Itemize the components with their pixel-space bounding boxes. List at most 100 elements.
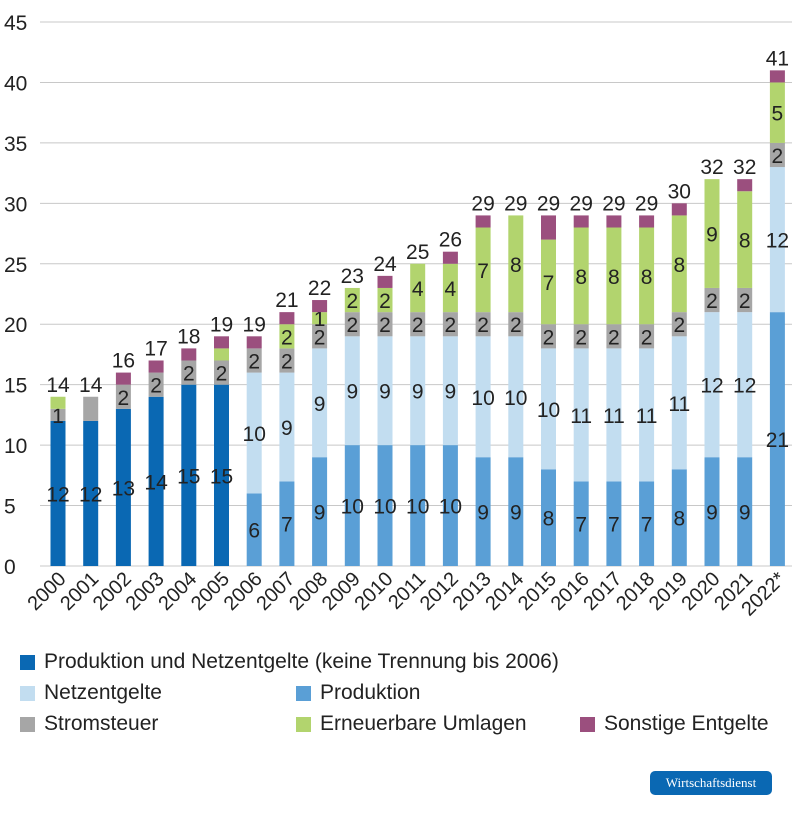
- bar-segment: [704, 312, 720, 458]
- segment-value-label: 12: [79, 483, 102, 506]
- segment-value-label: 2: [673, 314, 685, 337]
- segment-value-label: 9: [739, 502, 751, 525]
- bar-total-label: 26: [439, 229, 462, 252]
- bar-segment: [508, 215, 524, 313]
- bar-segment: [214, 360, 229, 385]
- y-tick-label: 10: [4, 435, 27, 458]
- segment-value-label: 2: [346, 290, 358, 313]
- bar-segment: [541, 215, 556, 240]
- bar-segment: [115, 384, 131, 409]
- bar-segment: [541, 324, 556, 349]
- bar-segment: [410, 312, 426, 337]
- segment-value-label: 10: [373, 496, 396, 519]
- bar-segment: [148, 396, 164, 566]
- segment-value-label: 8: [575, 266, 587, 289]
- bar-segment: [442, 445, 458, 566]
- bar-segment: [573, 481, 589, 566]
- bar-segment: [442, 251, 458, 264]
- bar-segment: [50, 396, 66, 409]
- segment-value-label: 8: [510, 254, 522, 277]
- segment-value-label: 7: [575, 514, 587, 537]
- bar-segment: [442, 263, 458, 313]
- bar-total-label: 14: [79, 374, 103, 397]
- segment-value-label: 10: [471, 387, 494, 410]
- segment-value-label: 12: [766, 230, 789, 253]
- bar-segment: [475, 336, 491, 458]
- bar-segment: [671, 312, 687, 337]
- bar-segment: [246, 493, 262, 566]
- bar-segment: [115, 372, 131, 385]
- bar-segment: [115, 408, 131, 566]
- segment-value-label: 14: [144, 471, 168, 494]
- segment-value-label: 2: [706, 290, 718, 313]
- bar-segment: [639, 215, 655, 228]
- y-tick-label: 40: [4, 72, 27, 95]
- segment-value-label: 2: [510, 314, 522, 337]
- bar-total-label: 25: [406, 241, 429, 264]
- bar-segment: [312, 457, 328, 566]
- bar-segment: [344, 312, 360, 337]
- segment-value-label: 8: [641, 266, 653, 289]
- bar-segment: [541, 239, 556, 325]
- segment-value-label: 2: [641, 326, 653, 349]
- segment-value-label: 2: [183, 363, 195, 386]
- segment-value-label: 1: [314, 308, 326, 331]
- bar-segment: [508, 336, 524, 458]
- segment-value-label: 2: [543, 326, 555, 349]
- bar-total-label: 29: [602, 192, 625, 215]
- segment-value-label: 10: [439, 496, 462, 519]
- segment-value-label: 7: [477, 260, 489, 283]
- legend: Produktion und Netzentgelte (keine Trenn…: [20, 650, 800, 740]
- segment-value-label: 2: [412, 314, 424, 337]
- bar-segment: [769, 82, 785, 143]
- legend-item-produktion: Produktion: [296, 681, 420, 705]
- segment-value-label: 9: [281, 417, 293, 440]
- segment-value-label: 9: [477, 502, 489, 525]
- legend-label: Produktion und Netzentgelte (keine Trenn…: [44, 650, 559, 673]
- bar-segment: [148, 372, 164, 397]
- bar-total-label: 30: [668, 180, 691, 203]
- bar-segment: [181, 384, 197, 566]
- y-tick-label: 0: [4, 556, 16, 579]
- bar-total-label: 24: [373, 253, 397, 276]
- bar-segment: [312, 312, 328, 325]
- bar-segment: [214, 336, 229, 349]
- bar-total-label: 23: [341, 265, 364, 288]
- bar-segment: [508, 312, 524, 337]
- bar-segment: [737, 179, 753, 192]
- bar-segment: [606, 324, 622, 349]
- segment-value-label: 13: [112, 477, 135, 500]
- bar-segment: [541, 469, 556, 566]
- bar-segment: [541, 348, 556, 470]
- segment-value-label: 6: [248, 520, 260, 543]
- bar-segment: [475, 457, 491, 566]
- segment-value-label: 8: [739, 230, 751, 253]
- bar-total-label: 32: [733, 156, 756, 179]
- segment-value-label: 11: [668, 393, 690, 416]
- segment-value-label: 9: [412, 381, 424, 404]
- legend-item-netzentgelte: Netzentgelte: [20, 681, 162, 705]
- y-tick-label: 35: [4, 133, 27, 156]
- bar-segment: [737, 287, 753, 313]
- segment-value-label: 2: [216, 363, 228, 386]
- bar-segment: [344, 445, 360, 566]
- legend-item-stromsteuer: Stromsteuer: [20, 712, 158, 736]
- bar-segment: [606, 227, 622, 325]
- bar-segment: [769, 142, 785, 168]
- bar-segment: [83, 420, 99, 566]
- segment-value-label: 2: [445, 314, 457, 337]
- bar-segment: [312, 300, 328, 313]
- bar-segment: [410, 445, 426, 566]
- y-tick-label: 5: [4, 496, 16, 519]
- bar-segment: [377, 445, 393, 566]
- bar-segment: [737, 312, 753, 458]
- legend-label: Sonstige Entgelte: [604, 712, 769, 735]
- y-tick-label: 30: [4, 193, 27, 216]
- legend-swatch: [296, 716, 311, 732]
- segment-value-label: 2: [346, 314, 358, 337]
- segment-value-label: 2: [281, 350, 293, 373]
- segment-value-label: 8: [673, 508, 685, 531]
- segment-value-label: 7: [608, 514, 620, 537]
- segment-value-label: 15: [177, 465, 200, 488]
- bar-segment: [475, 227, 491, 313]
